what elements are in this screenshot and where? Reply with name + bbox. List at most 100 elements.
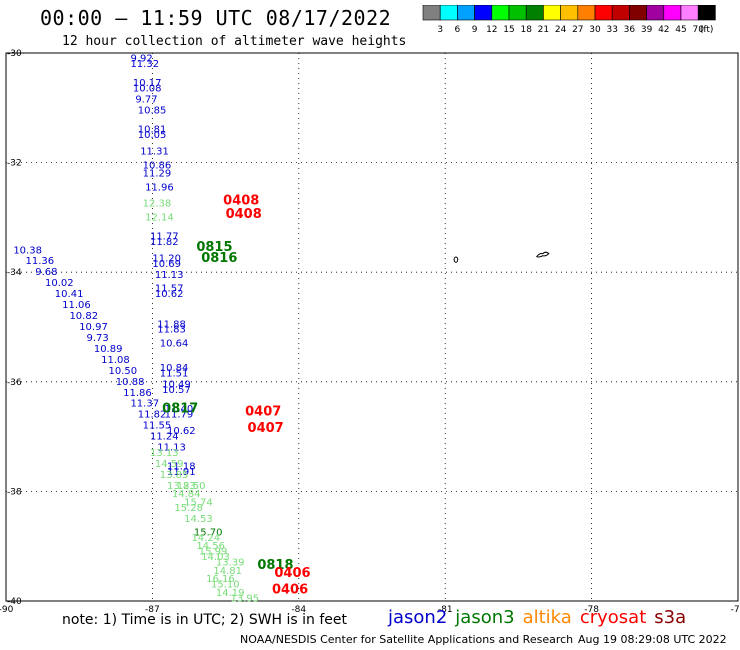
jason2-label: 11.91 [167, 467, 196, 478]
colorbar-label: 27 [572, 25, 583, 35]
s3a-label: 14.19 [216, 588, 245, 599]
s3a-label: 14.84 [172, 489, 201, 500]
jason2-label: 10.62 [167, 426, 196, 437]
jason2-label: 10.57 [162, 385, 191, 396]
jason2-label: 11.13 [157, 443, 186, 454]
s3a-label: 14.03 [201, 552, 230, 563]
lat-tick-label: -36 [7, 378, 22, 388]
lon-tick-label: -90 [0, 605, 14, 615]
island-east [535, 251, 550, 258]
jason2-label: 11.32 [130, 59, 159, 70]
s3a-label: 14.24 [191, 533, 220, 544]
jason2-label: 11.40 [165, 404, 194, 415]
s3a-label: 12.14 [145, 212, 174, 223]
jason3-label: 0817 [162, 402, 198, 417]
s3a-label: 14.53 [184, 514, 213, 525]
s3a-label: 13.83 [167, 481, 196, 492]
colorbar-label: 6 [455, 25, 461, 35]
jason2-label: 9.68 [35, 267, 57, 278]
s3a-label: 12.38 [143, 199, 172, 210]
jason2-label: 10.64 [160, 338, 189, 349]
map-frame [5, 52, 739, 602]
lat-tick-label: -30 [7, 49, 22, 59]
island-west [453, 256, 459, 263]
jason2-label: 11.31 [140, 147, 169, 158]
colorbar-label: 36 [624, 25, 636, 35]
jason2-label: 10.69 [152, 259, 181, 270]
colorbar-label: 15 [503, 25, 514, 35]
jason2-label: 11.18 [167, 462, 196, 473]
jason2-label: 11.96 [145, 182, 174, 193]
jason2-label: 10.84 [160, 363, 189, 374]
jason2-label: 11.13 [155, 270, 184, 281]
jason2-label: 10.49 [162, 380, 191, 391]
jason2-label: 10.17 [133, 78, 162, 89]
jason2-label: 10.88 [116, 377, 145, 388]
cryosat-label: 0407 [245, 404, 281, 419]
jason3-label: 0815 [196, 240, 232, 255]
legend-jason3: jason3 [455, 607, 515, 628]
jason2-label: 11.86 [123, 388, 152, 399]
jason2-label: 11.55 [143, 421, 172, 432]
lat-tick-label: -40 [7, 597, 22, 607]
jason2-label: 11.82 [150, 237, 179, 248]
colorbar-label: 33 [606, 25, 617, 35]
s3a-label: 15.99 [199, 547, 228, 558]
jason2-label: 10.02 [45, 278, 74, 289]
jason2-label: 11.79 [165, 410, 194, 421]
map-subtitle: 12 hour collection of altimeter wave hei… [62, 34, 407, 49]
jason2-label: 10.50 [108, 366, 137, 377]
generated-timestamp: Aug 19 08:29:08 UTC 2022 [578, 633, 727, 646]
colorbar-label: 30 [589, 25, 601, 35]
cryosat-label: 0408 [223, 193, 259, 208]
s3a-label: 12.50 [177, 481, 206, 492]
jason2-label: 11.82 [138, 410, 167, 421]
jason2-label: 10.89 [94, 344, 123, 355]
legend-jason2: jason2 [388, 607, 448, 628]
credit-text: NOAA/NESDIS Center for Satellite Applica… [240, 633, 574, 646]
colorbar-unit: (ft) [700, 25, 714, 35]
colorbar-label: 45 [675, 25, 686, 35]
s3a-label: 13.13 [150, 448, 179, 459]
lon-tick-label: -84 [291, 605, 306, 615]
jason2-label: 11.77 [150, 232, 179, 243]
jason2-label: 11.57 [155, 284, 184, 295]
jason2-label: 10.86 [143, 160, 172, 171]
s3a-label: 14.81 [213, 566, 242, 577]
jason3-label: 0816 [201, 251, 237, 266]
s3a-label: 15.74 [184, 497, 213, 508]
s3a-label: 16.16 [206, 574, 235, 585]
jason2-label: 11.29 [143, 169, 172, 180]
jason2-label: 11.20 [152, 254, 181, 265]
jason2-label: 10.05 [138, 130, 167, 141]
jason2-label: 10.08 [133, 84, 162, 95]
colorbar-label: 3 [437, 25, 443, 35]
jason2-label: 10.62 [155, 289, 184, 300]
jason2-label: 11.37 [130, 399, 159, 410]
s3a-label: 13.95 [230, 593, 259, 604]
jason2-label: 10.81 [138, 125, 167, 136]
s3a-label: 14.59 [155, 459, 184, 470]
colorbar-label: 70 [692, 25, 704, 35]
lon-tick-label: -87 [145, 605, 160, 615]
jason2-label: 10.97 [79, 322, 108, 333]
jason2-label: 11.24 [150, 432, 179, 443]
cryosat-label: 0406 [272, 583, 308, 598]
jason2-label: 9.77 [135, 95, 157, 106]
colorbar-swatch [697, 5, 716, 21]
note-text: note: 1) Time is in UTC; 2) SWH is in fe… [62, 612, 348, 628]
colorbar-label: 9 [472, 25, 478, 35]
lat-tick-label: -38 [7, 487, 22, 497]
jason2-label: 9.92 [130, 53, 152, 64]
s3a-label: 14.56 [196, 541, 225, 552]
s3a-label: 15.28 [174, 503, 203, 514]
jason2-label: 9.73 [87, 333, 109, 344]
jason3-label: 15.70 [194, 528, 223, 539]
colorbar-label: 42 [658, 25, 669, 35]
jason2-label: 11.08 [101, 355, 130, 366]
colorbar-label: 12 [486, 25, 497, 35]
jason2-label: 11.06 [62, 300, 91, 311]
jason2-label: 11.88 [157, 319, 186, 330]
